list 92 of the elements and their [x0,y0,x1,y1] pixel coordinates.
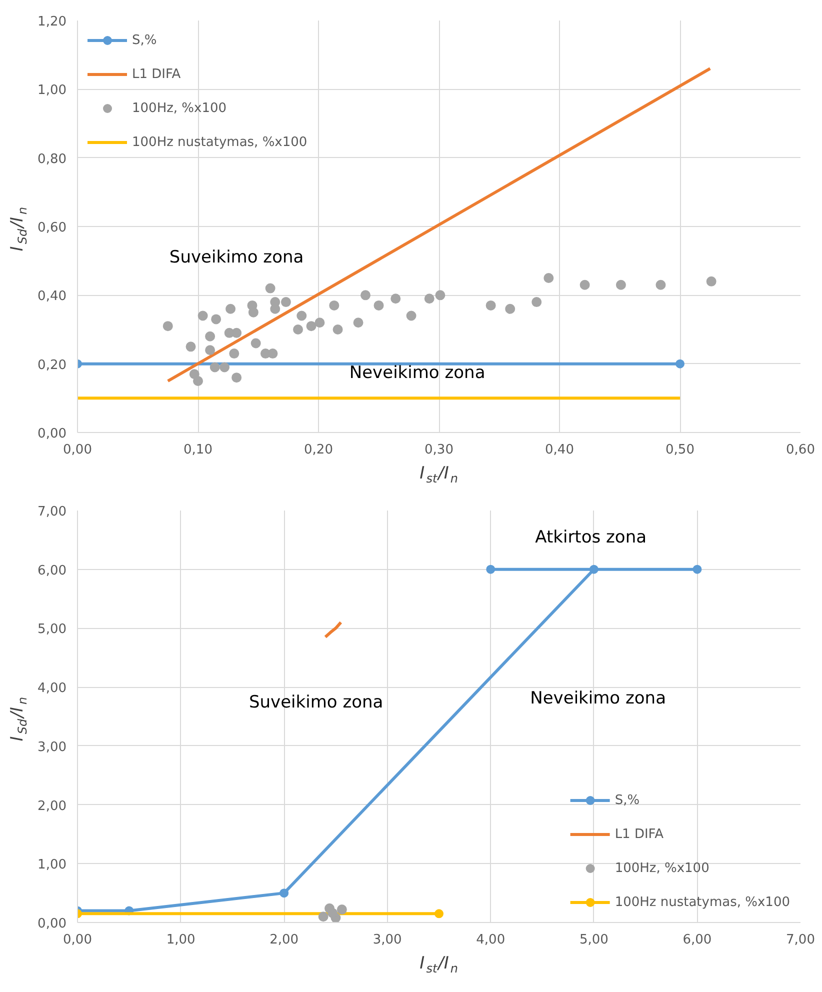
point [390,294,401,304]
annotation: Neveikimo zona [530,688,666,708]
y-tick-label: 5,00 [38,622,67,638]
point [306,321,316,332]
point [250,338,261,348]
point [329,300,340,310]
point [318,912,328,922]
y-axis-title: ISd/In [8,206,30,252]
point [706,276,716,286]
point [374,300,384,310]
point [589,564,598,574]
point [505,304,516,314]
point [532,297,542,308]
annotation: Suveikimo zona [248,692,384,712]
point [198,310,208,321]
x-tick-label: 0,50 [666,442,694,458]
legend-label: 100Hz, %x100 [132,100,227,116]
x-tick-label: 0,60 [786,442,815,458]
point [265,283,276,294]
y-tick-label: 0,40 [38,289,67,304]
legend-label: 100Hz, %x100 [614,860,710,876]
y-tick-label: 2,00 [38,798,67,814]
legend-label: L1 DIFA [132,66,181,82]
y-tick-label: 0,60 [38,220,67,236]
point [336,904,347,915]
point [353,318,364,328]
annotation: Atkirtos zona [535,528,647,548]
y-tick-label: 4,00 [38,681,67,696]
x-tick-label: 0,30 [424,442,454,458]
point [486,564,496,574]
point [162,321,173,332]
point [280,888,289,898]
legend-label: L1 DIFA [614,826,664,842]
x-tick-label: 0,20 [304,442,333,458]
point [226,304,236,314]
x-tick-label: 6,00 [682,932,712,948]
point [268,348,278,359]
point [656,280,666,290]
point [692,564,702,574]
x-tick-label: 0,00 [63,442,92,458]
point [248,307,258,318]
point [210,362,220,372]
y-tick-label: 3,00 [38,740,67,755]
y-tick-label: 0,20 [38,358,67,373]
point [293,324,304,334]
y-tick-label: 0,80 [38,152,67,167]
point [424,294,434,304]
y-tick-label: 1,20 [38,14,67,30]
legend-label: 100Hz nustatymas, %x100 [132,134,308,150]
point [616,280,626,290]
point [232,328,242,338]
x-tick-label: 5,00 [579,932,608,948]
point [232,372,242,383]
point [544,273,554,283]
point [220,362,230,372]
point [314,318,325,328]
point [580,280,590,290]
annotation: Suveikimo zona [169,248,304,268]
x-tick-label: 0,40 [545,442,574,458]
x-tick-label: 7,00 [786,932,815,948]
y-tick-label: 1,00 [38,858,67,873]
point [486,300,496,310]
x-tick-label: 1,00 [166,932,196,948]
line-series [324,620,342,639]
x-tick-label: 3,00 [372,932,402,948]
x-tick-label: 0,00 [63,932,92,948]
x-tick-label: 4,00 [476,932,506,948]
point [193,376,203,386]
legend-label: S,% [614,792,640,808]
point [332,324,343,334]
point [360,290,370,300]
point [328,908,338,918]
legend-label: S,% [132,32,157,48]
legend-label: 100Hz nustatymas, %x100 [614,894,790,910]
annotation: Neveikimo zona [349,363,486,384]
point [205,331,216,342]
point [229,348,240,359]
x-tick-label: 2,00 [270,932,299,948]
y-tick-label: 6,00 [38,563,67,578]
point [211,314,222,324]
y-axis-title: ISd/In [8,696,30,742]
y-tick-label: 7,00 [38,504,67,520]
x-tick-label: 0,10 [184,442,212,458]
point [186,342,196,352]
point [406,310,416,321]
point [435,290,446,300]
point [280,297,291,308]
y-tick-label: 0,00 [38,426,67,442]
y-tick-label: 1,00 [38,83,67,98]
point [205,345,216,356]
y-tick-label: 0,00 [38,916,67,932]
point [296,310,307,321]
